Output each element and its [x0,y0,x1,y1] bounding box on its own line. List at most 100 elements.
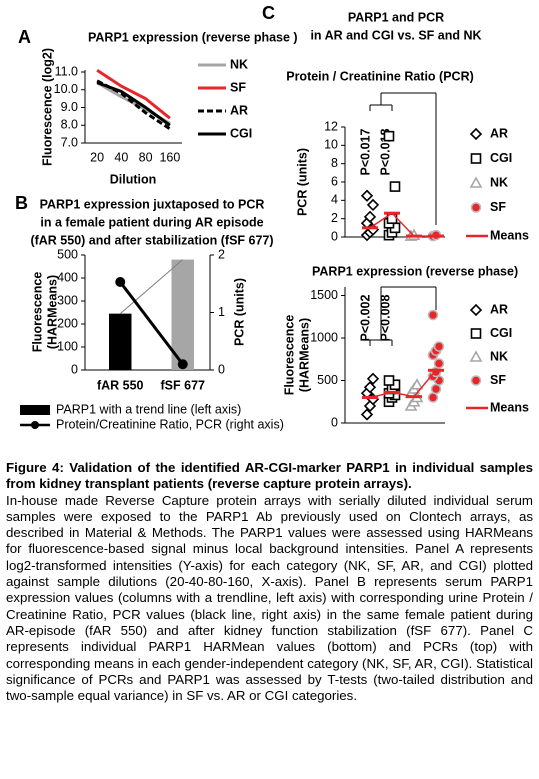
y-axis-label: Fluorescence [282,315,296,396]
y-axis-label: Fluorescence (log2) [40,48,54,166]
legend-label: SF [490,373,506,387]
bar [171,259,194,370]
bar [109,313,132,370]
legend-label: SF [230,80,246,94]
x-axis-label: Dilution [110,172,157,186]
y-axis-label: PCR (units) [295,148,309,216]
y2-axis-label: PCR (units) [232,278,246,346]
legend-label: CGI [490,151,512,165]
legend-swatch [469,176,483,188]
chart-title: PARP1 and PCR [348,10,444,24]
trend-line [119,259,184,315]
legend-label: CGI [490,326,512,340]
tick-label: 200 [57,316,78,330]
series-line [119,281,184,366]
y-axis-label: (HARMeans) [297,318,311,392]
series-line [96,81,171,127]
tick-label: 500 [57,247,78,261]
legend-swatch [469,127,483,141]
tick-label: 400 [57,270,78,284]
chart-title: PARP1 expression (reverse phase ) [88,30,298,44]
point [360,189,374,202]
point [383,130,395,142]
x-tick-label: 160 [159,150,180,164]
tick-label: 4 [331,193,338,207]
panel-letter: A [18,27,31,47]
tick-label: 6 [331,174,338,188]
legend-label: NK [230,57,248,71]
point [383,375,395,386]
point [363,381,377,394]
panel-letter: B [15,193,28,213]
point [363,210,377,223]
point [430,383,442,395]
point [427,392,439,403]
legend-label: AR [490,302,508,316]
legend-swatch [470,202,482,213]
legend-swatch [20,405,50,415]
tick-label: 1 [218,305,225,319]
tick-label: 0 [331,229,338,243]
tick-label: 2 [331,211,338,225]
point [115,277,126,288]
point [410,378,424,390]
point [366,372,380,385]
chart-title: PARP1 expression juxtaposed to PCR [40,197,265,211]
point [360,408,374,421]
tick-label: 8.0 [61,118,78,132]
legend-label: Means [490,400,529,414]
x-tick-label: 40 [114,150,128,164]
means-line [369,369,437,399]
tick-label: 9.0 [61,100,78,114]
means-line [369,212,436,237]
point [433,358,445,369]
tick-label: 100 [57,339,78,353]
tick-label: 300 [57,293,78,307]
tick-label: 0 [71,362,78,376]
tick-label: 7.0 [61,135,78,149]
point [433,341,445,352]
legend-label: NK [490,349,508,363]
tick-label: 11.0 [55,64,78,78]
legend-swatch [470,153,482,164]
chart-title: PARP1 expression (reverse phase) [312,264,518,278]
legend-swatch [470,375,482,386]
legend-label: Means [490,228,529,242]
caption: Figure 4: Validation of the identified A… [6,460,533,704]
tick-label: 2 [218,247,225,261]
figure: A PARP1 expression (reverse phase ) 7.0 8.0… [15,3,529,432]
legend-label: SF [490,200,506,214]
series-line [96,68,171,120]
point [177,359,188,370]
y-axis-label: Fluorescence [30,272,44,353]
legend-label: PARP1 with a trend line (left axis) [56,402,241,416]
tick-label: 10.0 [54,82,78,96]
chart-title: (fAR 550) and after stabilization (fSF 6… [30,233,273,247]
legend-label: AR [490,126,508,140]
tick-label: 12 [324,119,338,133]
x-tick-label: fSF 677 [161,378,206,392]
legend-swatch [470,328,482,339]
annotation: P<0.017 [358,128,372,175]
legend-label: NK [490,175,508,189]
point [389,181,401,192]
legend-label: CGI [230,126,252,140]
y-axis-label: (HARMeans) [45,275,59,349]
point [366,198,380,212]
tick-label: 8 [331,156,338,170]
point [427,309,439,321]
tick-label: 0 [218,362,225,376]
annotation: P<0.002 [358,294,372,341]
caption-body: In-house made Reverse Capture protein ar… [6,492,533,704]
panel-letter: C [262,3,275,23]
tick-label: 0 [331,415,338,429]
tick-label: 1500 [310,288,338,302]
tick-label: 1000 [310,330,338,344]
x-tick-label: fAR 550 [97,378,144,392]
legend-label: AR [230,103,248,117]
tick-label: 500 [317,373,338,387]
annotation: P<0.008 [378,294,392,341]
chart-title: in a female patient during AR episode [40,215,263,229]
x-tick-label: 80 [139,150,153,164]
